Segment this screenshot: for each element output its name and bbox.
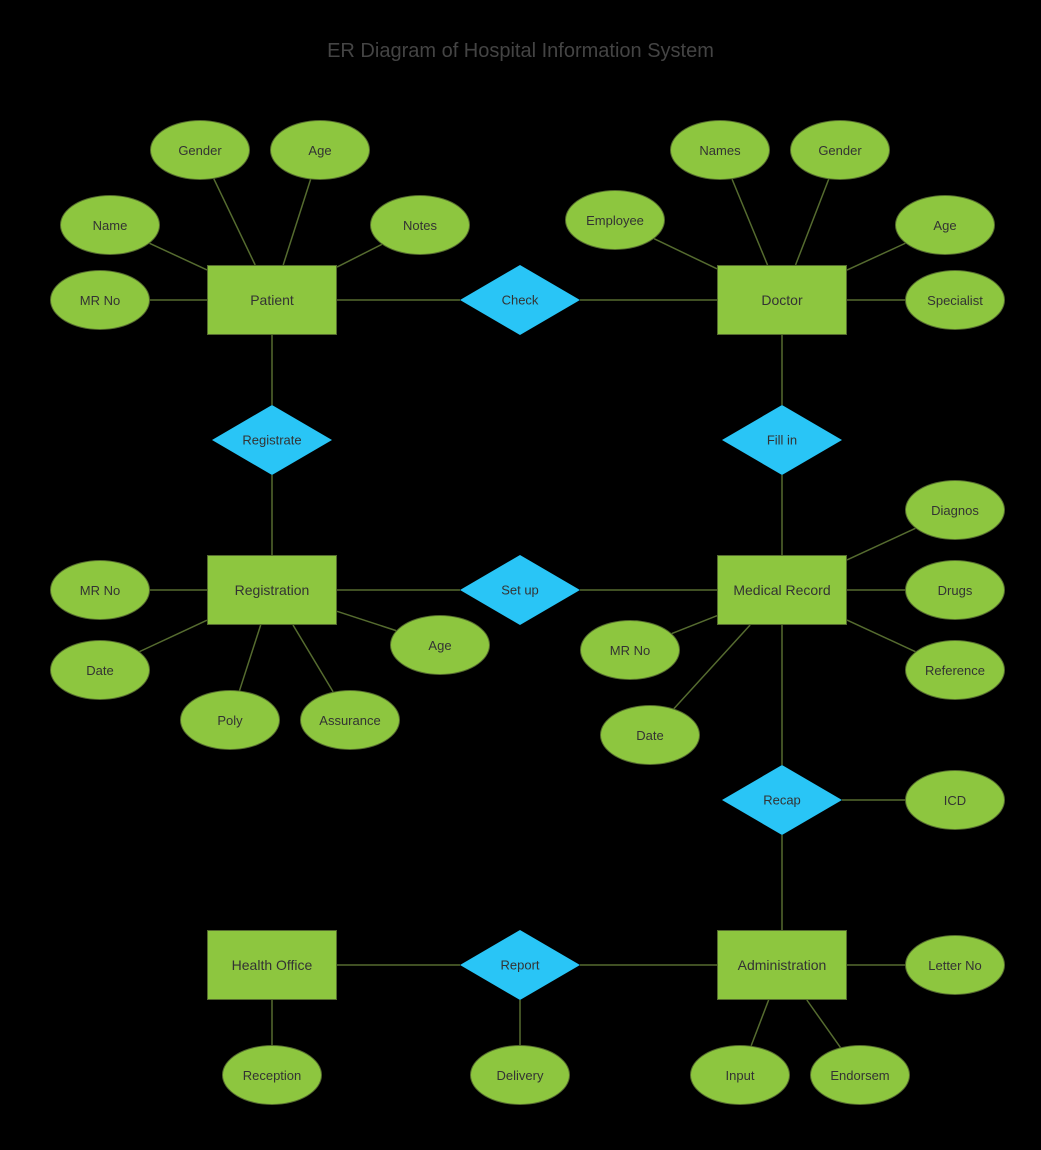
- edge-patient-p_notes: [337, 244, 382, 267]
- entity-label: Doctor: [761, 292, 802, 308]
- attribute-label: Age: [933, 218, 956, 233]
- attribute-label: Name: [93, 218, 128, 233]
- relationship-report: [460, 930, 580, 1000]
- attribute-p_mrno: MR No: [50, 270, 150, 330]
- entity-registration: Registration: [207, 555, 337, 625]
- attribute-r_poly: Poly: [180, 690, 280, 750]
- attribute-label: Gender: [818, 143, 861, 158]
- edge-patient-p_gender: [214, 179, 255, 265]
- attribute-label: Delivery: [497, 1068, 544, 1083]
- diagram-title: ER Diagram of Hospital Information Syste…: [0, 40, 1041, 63]
- entity-label: Patient: [250, 292, 294, 308]
- attribute-label: Date: [86, 663, 113, 678]
- attribute-label: MR No: [80, 583, 120, 598]
- attribute-a_input: Input: [690, 1045, 790, 1105]
- er-diagram-canvas: ER Diagram of Hospital Information Syste…: [0, 0, 1041, 1150]
- attribute-label: Reception: [243, 1068, 302, 1083]
- attribute-label: Gender: [178, 143, 221, 158]
- edge-medicalrecord-m_reference: [847, 620, 915, 652]
- attribute-r_date: Date: [50, 640, 150, 700]
- attribute-label: Reference: [925, 663, 985, 678]
- attribute-label: ICD: [944, 793, 966, 808]
- attribute-label: MR No: [80, 293, 120, 308]
- attribute-label: Employee: [586, 213, 644, 228]
- attribute-a_endorsem: Endorsem: [810, 1045, 910, 1105]
- edge-registration-r_date: [140, 620, 207, 651]
- entity-label: Medical Record: [733, 582, 830, 598]
- edge-doctor-d_age: [847, 243, 905, 270]
- attribute-label: Drugs: [938, 583, 973, 598]
- entity-healthoffice: Health Office: [207, 930, 337, 1000]
- attribute-label: Notes: [403, 218, 437, 233]
- relationship-setup: [460, 555, 580, 625]
- edge-patient-p_age: [283, 179, 310, 265]
- edge-medicalrecord-m_diagnos: [847, 528, 915, 560]
- attribute-m_drugs: Drugs: [905, 560, 1005, 620]
- attribute-d_employee: Employee: [565, 190, 665, 250]
- attribute-r_mrno: MR No: [50, 560, 150, 620]
- attribute-label: Input: [726, 1068, 755, 1083]
- edge-registration-r_poly: [240, 625, 261, 691]
- edge-doctor-d_names: [732, 179, 767, 265]
- entity-medicalrecord: Medical Record: [717, 555, 847, 625]
- entity-patient: Patient: [207, 265, 337, 335]
- attribute-label: Assurance: [319, 713, 380, 728]
- edge-medicalrecord-m_mrno: [672, 616, 717, 634]
- attribute-d_age: Age: [895, 195, 995, 255]
- edge-doctor-d_gender: [796, 179, 829, 265]
- attribute-m_reference: Reference: [905, 640, 1005, 700]
- attribute-m_date: Date: [600, 705, 700, 765]
- entity-administration: Administration: [717, 930, 847, 1000]
- edge-patient-p_name: [150, 243, 207, 270]
- edge-administration-a_input: [751, 1000, 768, 1046]
- relationship-check: [460, 265, 580, 335]
- edge-administration-a_endorsem: [807, 1000, 841, 1047]
- attribute-d_specialist: Specialist: [905, 270, 1005, 330]
- entity-label: Registration: [235, 582, 310, 598]
- attribute-r_assurance: Assurance: [300, 690, 400, 750]
- attribute-h_reception: Reception: [222, 1045, 322, 1105]
- attribute-label: Age: [308, 143, 331, 158]
- attribute-p_age: Age: [270, 120, 370, 180]
- attribute-label: Date: [636, 728, 663, 743]
- relationship-recap: [722, 765, 842, 835]
- edge-registration-r_assurance: [293, 625, 333, 692]
- attribute-r_age: Age: [390, 615, 490, 675]
- entity-label: Health Office: [232, 957, 313, 973]
- attribute-p_name: Name: [60, 195, 160, 255]
- edge-medicalrecord-m_date: [674, 625, 750, 709]
- edge-registration-r_age: [337, 611, 396, 630]
- relationship-fillin: [722, 405, 842, 475]
- attribute-label: Age: [428, 638, 451, 653]
- entity-label: Administration: [738, 957, 827, 973]
- entity-doctor: Doctor: [717, 265, 847, 335]
- attribute-m_mrno: MR No: [580, 620, 680, 680]
- attribute-label: MR No: [610, 643, 650, 658]
- attribute-d_names: Names: [670, 120, 770, 180]
- attribute-label: Poly: [217, 713, 242, 728]
- attribute-m_diagnos: Diagnos: [905, 480, 1005, 540]
- attribute-label: Names: [699, 143, 740, 158]
- attribute-p_gender: Gender: [150, 120, 250, 180]
- attribute-label: Diagnos: [931, 503, 979, 518]
- attribute-recap_icd: ICD: [905, 770, 1005, 830]
- relationship-registrate: [212, 405, 332, 475]
- attribute-label: Letter No: [928, 958, 981, 973]
- attribute-label: Specialist: [927, 293, 983, 308]
- edge-doctor-d_employee: [654, 239, 717, 269]
- attribute-a_letterno: Letter No: [905, 935, 1005, 995]
- attribute-report_delivery: Delivery: [470, 1045, 570, 1105]
- attribute-d_gender: Gender: [790, 120, 890, 180]
- attribute-label: Endorsem: [830, 1068, 889, 1083]
- attribute-p_notes: Notes: [370, 195, 470, 255]
